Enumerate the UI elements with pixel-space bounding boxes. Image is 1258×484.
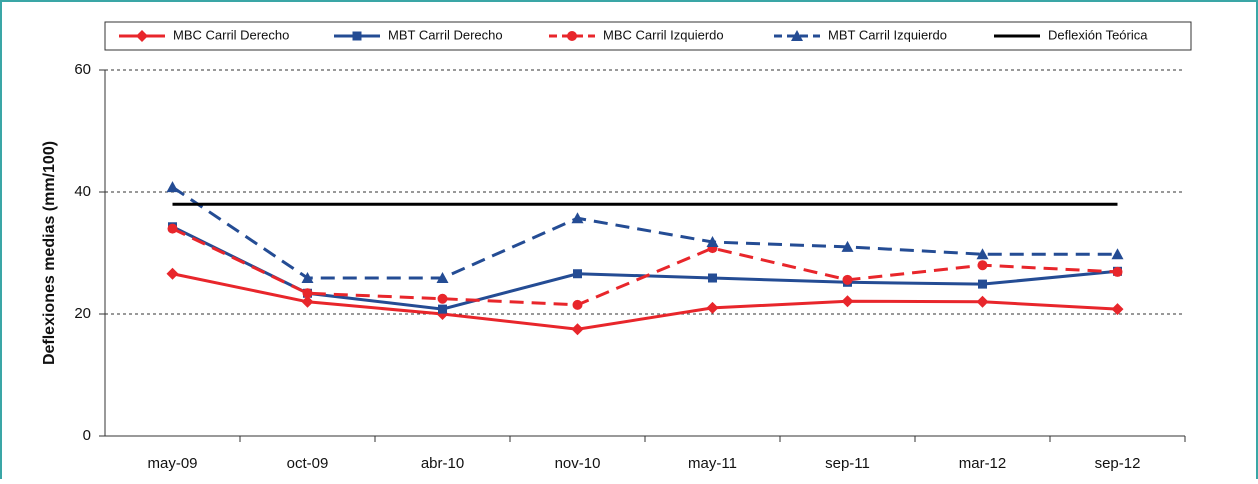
marker bbox=[791, 30, 803, 41]
marker bbox=[842, 274, 853, 285]
marker bbox=[573, 269, 582, 279]
series-line bbox=[171, 227, 1118, 307]
marker bbox=[571, 212, 584, 224]
marker bbox=[572, 299, 583, 310]
marker bbox=[976, 295, 989, 308]
marker bbox=[1111, 303, 1124, 316]
y-tick-label: 20 bbox=[74, 305, 91, 322]
marker bbox=[1112, 266, 1123, 277]
legend-label: MBC Carril Derecho bbox=[173, 27, 289, 42]
legend-label: MBT Carril Derecho bbox=[388, 27, 503, 42]
marker bbox=[438, 304, 447, 314]
x-tick-label: may-09 bbox=[147, 455, 197, 472]
x-tick-label: sep-12 bbox=[1095, 455, 1141, 472]
legend-item: MBT Carril Izquierdo bbox=[774, 27, 947, 42]
y-tick-label: 60 bbox=[74, 61, 91, 78]
marker bbox=[841, 295, 854, 308]
y-axis-label: Deflexiones medias (mm/100) bbox=[41, 141, 58, 365]
marker bbox=[977, 260, 988, 271]
marker bbox=[437, 293, 448, 304]
series-line bbox=[171, 185, 1118, 280]
legend-label: MBC Carril Izquierdo bbox=[603, 27, 724, 42]
legend-label: Deflexión Teórica bbox=[1048, 27, 1148, 42]
legend-item: MBT Carril Derecho bbox=[334, 27, 503, 42]
x-tick-label: nov-10 bbox=[555, 455, 601, 472]
marker bbox=[706, 236, 719, 248]
y-tick-label: 0 bbox=[83, 427, 91, 444]
marker bbox=[166, 181, 179, 193]
marker bbox=[571, 323, 584, 336]
marker bbox=[978, 279, 987, 289]
marker bbox=[352, 31, 362, 41]
legend-item: Deflexión Teórica bbox=[994, 27, 1148, 42]
y-tick-label: 40 bbox=[74, 183, 91, 200]
marker bbox=[136, 30, 148, 42]
marker bbox=[436, 272, 449, 284]
marker bbox=[706, 301, 719, 314]
marker bbox=[567, 31, 577, 41]
legend-label: MBT Carril Izquierdo bbox=[828, 27, 947, 42]
x-tick-label: abr-10 bbox=[421, 455, 464, 472]
marker bbox=[301, 272, 314, 284]
marker bbox=[166, 267, 179, 280]
x-tick-label: may-11 bbox=[688, 455, 737, 472]
marker bbox=[976, 248, 989, 260]
marker bbox=[708, 273, 717, 283]
marker bbox=[167, 223, 178, 234]
marker bbox=[301, 295, 314, 308]
series-line bbox=[171, 225, 1118, 311]
x-tick-label: sep-11 bbox=[825, 455, 870, 472]
x-tick-label: mar-12 bbox=[959, 455, 1007, 472]
legend-item: MBC Carril Izquierdo bbox=[549, 27, 724, 42]
marker bbox=[302, 288, 313, 299]
series-line bbox=[172, 272, 1118, 331]
legend-item: MBC Carril Derecho bbox=[119, 27, 289, 42]
marker bbox=[841, 240, 854, 252]
x-tick-label: oct-09 bbox=[287, 455, 329, 472]
marker bbox=[1111, 248, 1124, 260]
